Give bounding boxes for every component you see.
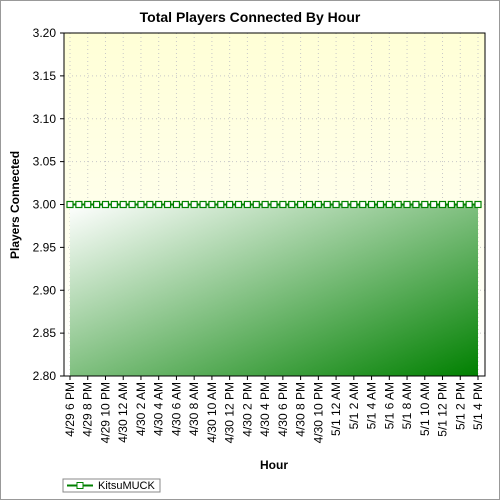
y-tick-label: 3.20 bbox=[33, 26, 57, 40]
marker bbox=[421, 200, 429, 209]
marker bbox=[297, 200, 305, 209]
x-tick-label: 4/30 12 PM bbox=[223, 382, 237, 443]
marker bbox=[190, 200, 198, 209]
marker bbox=[332, 200, 340, 209]
marker bbox=[323, 200, 331, 209]
x-tick-label: 5/1 4 AM bbox=[365, 382, 379, 429]
y-tick-label: 2.90 bbox=[33, 283, 57, 297]
marker bbox=[208, 200, 216, 209]
x-tick-label: 4/30 6 PM bbox=[276, 382, 290, 437]
marker bbox=[66, 200, 74, 209]
legend-box bbox=[62, 478, 161, 493]
marker bbox=[75, 200, 83, 209]
x-tick-label: 4/30 2 AM bbox=[134, 382, 148, 436]
x-tick-label: 4/30 6 AM bbox=[169, 382, 183, 436]
x-tick-label: 5/1 2 AM bbox=[347, 382, 361, 429]
y-axis-title: Players Connected bbox=[8, 151, 22, 259]
marker bbox=[101, 200, 110, 209]
marker bbox=[155, 200, 163, 209]
x-tick-label: 4/30 10 PM bbox=[311, 382, 325, 443]
marker bbox=[465, 200, 473, 209]
marker bbox=[447, 200, 455, 209]
y-tick-label: 3.00 bbox=[33, 198, 57, 212]
y-tick-label: 2.80 bbox=[33, 369, 57, 383]
marker bbox=[252, 200, 260, 209]
x-tick-label: 5/1 12 PM bbox=[436, 382, 450, 437]
marker bbox=[430, 200, 438, 209]
y-tick-label: 2.95 bbox=[33, 240, 57, 254]
x-tick-label: 5/1 6 AM bbox=[382, 382, 396, 429]
marker bbox=[305, 200, 314, 209]
marker bbox=[403, 200, 411, 209]
marker bbox=[128, 200, 136, 209]
marker bbox=[376, 200, 385, 209]
x-tick-label: 4/29 8 PM bbox=[81, 382, 95, 437]
marker bbox=[350, 200, 358, 209]
x-axis-title: Hour bbox=[260, 458, 288, 472]
marker bbox=[456, 200, 464, 209]
y-tick-label: 3.10 bbox=[33, 112, 57, 126]
x-tick-label: 4/30 10 AM bbox=[205, 382, 219, 443]
marker bbox=[93, 200, 101, 209]
y-tick-label: 3.15 bbox=[33, 69, 57, 83]
marker bbox=[199, 200, 207, 209]
x-tick-label: 5/1 10 AM bbox=[418, 382, 432, 436]
marker bbox=[385, 200, 393, 209]
marker bbox=[412, 200, 420, 209]
marker bbox=[84, 200, 92, 209]
marker bbox=[226, 200, 234, 209]
marker bbox=[288, 200, 296, 209]
marker bbox=[146, 200, 154, 209]
marker bbox=[172, 200, 181, 209]
legend-marker bbox=[76, 482, 84, 489]
x-tick-label: 5/1 8 AM bbox=[400, 382, 414, 429]
marker bbox=[438, 200, 447, 209]
chart-title: Total Players Connected By Hour bbox=[140, 9, 361, 25]
x-tick-label: 4/30 8 AM bbox=[187, 382, 201, 436]
marker bbox=[314, 200, 322, 209]
marker bbox=[243, 200, 251, 209]
marker bbox=[137, 200, 145, 209]
x-tick-label: 5/1 4 PM bbox=[471, 382, 485, 430]
x-tick-label: 4/29 10 PM bbox=[98, 382, 112, 443]
x-tick-label: 4/30 12 AM bbox=[116, 382, 130, 443]
marker bbox=[234, 200, 243, 209]
marker bbox=[474, 200, 482, 209]
marker bbox=[119, 200, 127, 209]
x-tick-label: 4/30 4 AM bbox=[152, 382, 166, 436]
x-tick-label: 4/30 8 PM bbox=[294, 382, 308, 437]
marker bbox=[341, 200, 349, 209]
x-tick-label: 4/30 4 PM bbox=[258, 382, 272, 437]
marker bbox=[367, 200, 376, 209]
marker bbox=[181, 200, 189, 209]
x-tick-label: 4/29 6 PM bbox=[63, 382, 77, 437]
marker bbox=[261, 200, 269, 209]
marker bbox=[359, 200, 367, 209]
y-tick-label: 3.05 bbox=[33, 155, 57, 169]
area bbox=[70, 204, 478, 376]
marker bbox=[110, 200, 118, 209]
legend-label: KitsuMUCK bbox=[98, 480, 156, 492]
marker bbox=[163, 200, 172, 209]
marker bbox=[394, 200, 402, 209]
marker bbox=[270, 200, 278, 209]
marker bbox=[279, 200, 287, 209]
marker bbox=[217, 200, 225, 209]
x-tick-label: 4/30 2 PM bbox=[240, 382, 254, 437]
y-tick-label: 2.85 bbox=[33, 326, 57, 340]
x-tick-label: 5/1 2 PM bbox=[453, 382, 467, 430]
x-tick-label: 5/1 12 AM bbox=[329, 382, 343, 436]
